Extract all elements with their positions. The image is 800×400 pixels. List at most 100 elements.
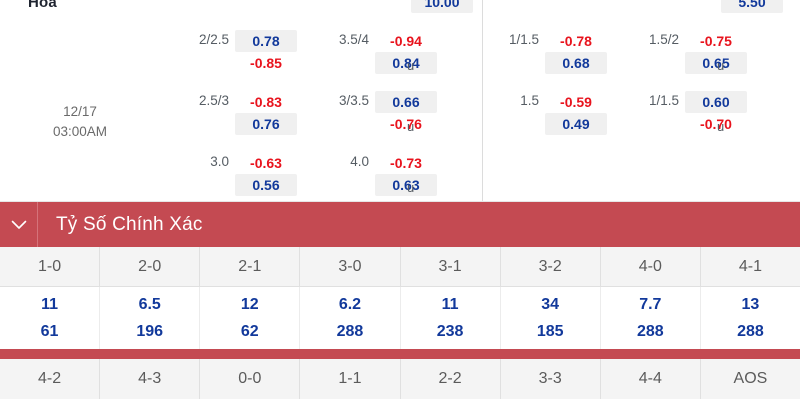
odds-value-stack: -0.94 0.84 [375,30,437,74]
odds-value-stack: -0.75 0.65 [685,30,747,74]
odds-value-over[interactable]: -0.94 [390,33,422,49]
score-odd-top: 7.7 [639,296,662,313]
odds-value-over[interactable]: 0.78 [235,30,297,52]
odds-value-under[interactable]: 0.84 [375,52,437,74]
under-prefix-label: u [407,119,415,134]
odds-value-under[interactable]: 0.65 [685,52,747,74]
odds-grid-left: 2/2.5 0.78 -0.85 3.5/4 -0.94 0.84 u [0,0,482,201]
score-header-cell[interactable]: 2-2 [401,359,501,399]
odds-value-over[interactable]: -0.59 [560,94,592,110]
odds-value-under[interactable]: 0.68 [545,52,607,74]
odds-pair-handicap: 3.0 -0.63 0.56 [175,152,297,196]
kickoff-date: 12/17 [63,104,97,119]
kickoff-info: 12/17 03:00AM [0,102,160,142]
score-header-cell[interactable]: 4-0 [601,247,701,286]
handicap-label: 1/1.5 [508,32,539,47]
score-odds-cell[interactable]: 12 62 [200,287,301,349]
odds-value-over[interactable]: -0.63 [250,155,282,171]
score-odd-bottom: 196 [136,323,164,340]
under-prefix-label: u [407,58,415,73]
score-odd-bottom: 61 [40,323,59,340]
odds-value-over[interactable]: 0.66 [375,91,437,113]
odds-row: 1/1.5 -0.78 0.68 1.5/2 -0.75 0.65 u [485,30,747,74]
score-odds-cell[interactable]: 6.5 196 [100,287,201,349]
score-odds-cell[interactable]: 6.2 288 [300,287,401,349]
odds-value-under[interactable]: -0.70 [700,116,732,132]
odds-pair-handicap: 2.5/3 -0.83 0.76 [175,91,297,135]
odds-value-over[interactable]: -0.75 [700,33,732,49]
score-odd-bottom: 288 [636,323,664,340]
odds-value-under[interactable]: 0.63 [375,174,437,196]
score-header-cell[interactable]: AOS [733,370,768,387]
score-header-cell[interactable]: 4-4 [601,359,701,399]
team-name-draw: Hòa [28,0,57,11]
odds-pair-handicap: 2/2.5 0.78 -0.85 [175,30,297,74]
odds-row: 1.5 -0.59 0.49 1/1.5 0.60 -0.70 u [485,91,747,135]
odds-value-stack: -0.83 0.76 [235,91,297,135]
score-header-cell[interactable]: 3-0 [300,247,401,286]
score-odds-cell[interactable]: 11 61 [0,287,101,349]
odds-value-stack: -0.63 0.56 [235,152,297,196]
score-header-cell[interactable]: 1-0 [0,247,101,286]
chevron-down-icon [11,220,27,230]
score-odds-cell[interactable]: 11 238 [401,287,501,349]
odds-value-under[interactable]: 0.56 [235,174,297,196]
cut-off-odd-left[interactable]: 10.00 [411,0,473,13]
odds-pair-handicap: 1/1.5 -0.78 0.68 [485,30,607,74]
handicap-label: 1.5 [520,93,539,108]
handicap-label: 2/2.5 [198,32,229,47]
handicap-label: 2.5/3 [198,93,229,108]
odds-value-under[interactable]: 0.49 [545,113,607,135]
odds-row: 2.5/3 -0.83 0.76 3/3.5 0.66 -0.76 u [175,91,437,135]
score-odd-bottom: 288 [336,323,364,340]
score-header-cell[interactable]: 2-0 [100,247,201,286]
odds-value-over[interactable]: -0.83 [250,94,282,110]
score-header-cell[interactable]: 3-2 [501,247,601,286]
odds-value-stack: -0.73 0.63 [375,152,437,196]
score-header-cell[interactable]: 3-1 [401,247,501,286]
score-odds-cell[interactable]: 13 288 [701,287,800,349]
score-odds-row-1: 11 61 6.5 196 12 62 6.2 288 11 238 34 18… [0,287,800,349]
section-collapse-toggle[interactable] [0,202,38,247]
odds-value-under[interactable]: -0.85 [250,55,282,71]
kickoff-time: 03:00AM [52,124,108,139]
odds-value-under[interactable]: 0.76 [235,113,297,135]
odds-grid-right: 1/1.5 -0.78 0.68 1.5/2 -0.75 0.65 u [483,0,800,201]
odds-value-over[interactable]: 0.60 [685,91,747,113]
score-header-cell[interactable]: 4-2 [0,359,101,399]
odds-panel-right: 5.50 1/1.5 -0.78 0.68 1.5/2 [483,0,800,201]
handicap-label: 3/3.5 [338,93,369,108]
score-odd-top: 11 [41,296,59,313]
score-header-cell[interactable]: 2-1 [200,247,301,286]
odds-value-over[interactable]: -0.73 [390,155,422,171]
score-header-cell[interactable]: 3-3 [501,359,601,399]
odds-pair-overunder: 1.5/2 -0.75 0.65 [625,30,747,74]
score-header-cell[interactable]: 4-3 [100,359,201,399]
odds-value-stack: 0.78 -0.85 [235,30,297,74]
score-odd-top: 11 [441,296,459,313]
odds-pair-overunder: 1/1.5 0.60 -0.70 [625,91,747,135]
cut-off-odd-right[interactable]: 5.50 [721,0,783,13]
score-header-row-1: 1-0 2-0 2-1 3-0 3-1 3-2 4-0 4-1 [0,247,800,287]
odds-pair-handicap: 1.5 -0.59 0.49 [485,91,607,135]
score-odds-cell[interactable]: 34 185 [501,287,601,349]
odds-value-stack: 0.60 -0.70 [685,91,747,135]
score-odd-bottom: 238 [436,323,464,340]
odds-value-under[interactable]: -0.76 [390,116,422,132]
score-header-cell[interactable]: 0-0 [200,359,301,399]
handicap-label: 3.5/4 [338,32,369,47]
under-prefix-label: u [717,58,725,73]
score-header-cell[interactable]: 4-1 [738,257,762,275]
score-header-cell[interactable]: 1-1 [300,359,401,399]
odds-pair-overunder: 3.5/4 -0.94 0.84 [315,30,437,74]
correct-score-section-header[interactable]: Tỷ Số Chính Xác [0,202,800,247]
score-odds-cell[interactable]: 7.7 288 [601,287,701,349]
under-prefix-label: u [717,119,725,134]
handicap-label: 3.0 [210,154,229,169]
match-meta-column: Hòa 12/17 03:00AM [0,0,175,201]
odds-value-stack: -0.59 0.49 [545,91,607,135]
score-header-row-2: 4-2 4-3 0-0 1-1 2-2 3-3 4-4 AOS [0,359,800,399]
odds-value-over[interactable]: -0.78 [560,33,592,49]
score-odd-top: 6.5 [138,296,161,313]
